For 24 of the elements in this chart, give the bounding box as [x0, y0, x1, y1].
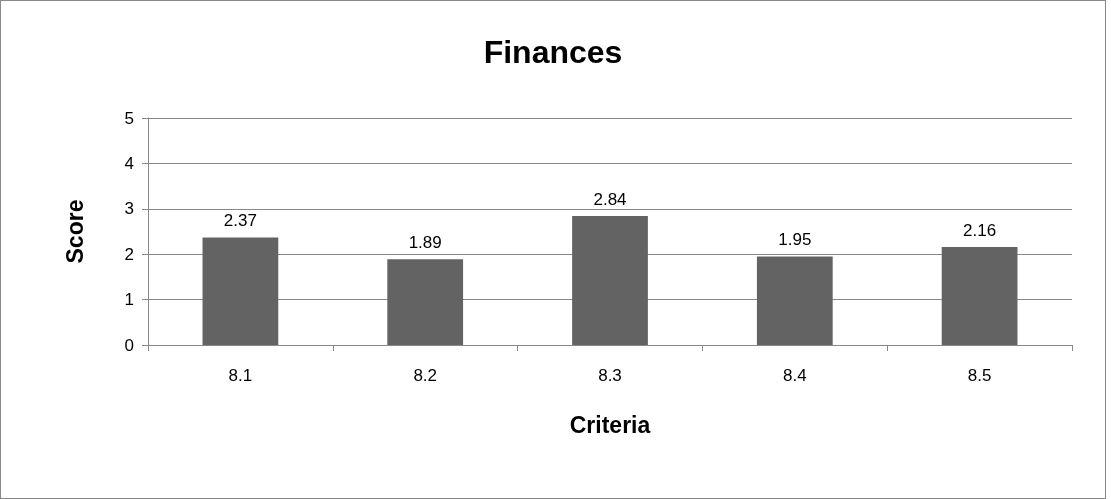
y-tick-label: 1	[124, 290, 134, 310]
bar	[387, 259, 464, 345]
bar	[756, 256, 833, 345]
data-label: 2.16	[963, 220, 997, 240]
data-label: 2.37	[223, 211, 257, 231]
x-tick-label: 8.4	[782, 366, 807, 385]
data-label: 1.89	[408, 233, 442, 253]
x-tick-label: 8.1	[228, 366, 253, 385]
y-axis-title: Score	[61, 199, 88, 264]
bar	[941, 246, 1018, 345]
data-label: 2.84	[593, 190, 627, 210]
y-tick-label: 4	[124, 153, 134, 173]
y-tick-label: 0	[124, 335, 134, 355]
x-tick-label: 8.2	[413, 366, 438, 385]
y-tick-label: 5	[124, 108, 134, 128]
x-axis-title: Criteria	[569, 411, 651, 438]
bar	[202, 237, 279, 345]
y-tick-label: 2	[124, 244, 134, 264]
x-tick-label: 8.3	[598, 366, 622, 385]
chart-title: Finances	[483, 34, 623, 70]
bar	[572, 216, 648, 345]
data-label: 1.95	[778, 230, 812, 250]
x-tick-label: 8.5	[967, 366, 992, 385]
y-tick-label: 3	[124, 199, 134, 219]
